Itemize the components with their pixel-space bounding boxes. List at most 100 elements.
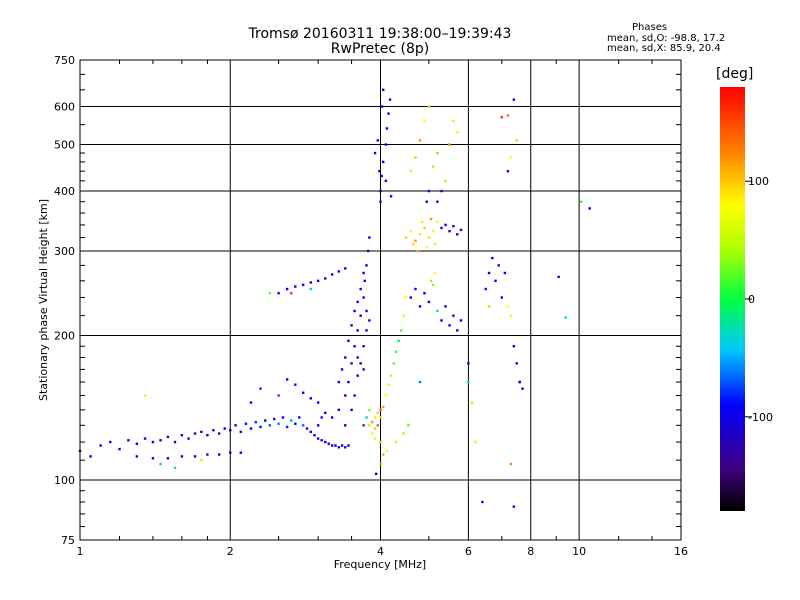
data-point — [491, 256, 494, 260]
data-point — [380, 105, 384, 108]
data-point — [399, 329, 403, 332]
data-point — [521, 387, 524, 390]
data-point — [436, 220, 439, 224]
data-point — [327, 442, 330, 445]
data-point — [389, 195, 393, 198]
data-point — [173, 466, 177, 470]
data-point — [503, 271, 507, 275]
data-point — [365, 416, 368, 419]
data-point — [320, 416, 323, 419]
data-point — [353, 345, 356, 348]
data-point — [440, 319, 443, 322]
colorbar-unit-label: [deg] — [716, 66, 754, 82]
data-point — [379, 189, 382, 193]
data-point — [239, 451, 243, 454]
x-tick-label: 16 — [674, 545, 688, 558]
data-point — [456, 329, 459, 332]
colorbar-tick-label: 0 — [748, 293, 755, 306]
data-point — [334, 444, 337, 447]
data-point — [394, 350, 398, 353]
x-axis-label: Frequency [MHz] — [334, 558, 426, 571]
data-point — [402, 432, 405, 435]
data-point — [249, 401, 253, 404]
data-point — [159, 462, 162, 466]
data-point — [127, 439, 130, 442]
y-tick-label: 75 — [61, 534, 75, 547]
data-point — [497, 264, 500, 267]
data-point — [316, 437, 320, 440]
data-point — [367, 249, 370, 253]
data-point — [418, 233, 422, 236]
data-point — [259, 425, 262, 429]
data-point — [384, 394, 388, 397]
data-point — [344, 394, 347, 397]
data-point — [217, 453, 221, 456]
data-point — [259, 387, 262, 390]
data-point — [268, 292, 271, 295]
data-point — [444, 223, 447, 227]
data-point — [340, 368, 344, 371]
data-point — [436, 200, 439, 203]
data-point — [484, 287, 487, 291]
data-point — [344, 424, 347, 427]
data-point — [285, 287, 289, 291]
data-point — [187, 437, 190, 440]
data-point — [387, 112, 390, 115]
data-point — [277, 394, 280, 397]
data-point — [411, 242, 415, 246]
data-point — [356, 329, 359, 332]
y-axis-label: Stationary phase Virtual Height [km] — [37, 199, 50, 401]
data-point — [143, 394, 147, 397]
data-point — [373, 427, 377, 430]
data-point — [118, 447, 121, 451]
data-point — [436, 309, 439, 313]
data-point — [99, 444, 102, 447]
data-point — [268, 424, 271, 427]
data-point — [212, 429, 215, 432]
data-point — [379, 200, 382, 203]
data-point — [404, 236, 408, 239]
data-point — [379, 440, 382, 444]
data-point — [409, 229, 412, 233]
data-point — [518, 380, 521, 384]
data-point — [494, 279, 497, 283]
data-point — [109, 440, 112, 444]
data-point — [431, 229, 435, 233]
data-point — [294, 422, 297, 425]
data-point — [337, 408, 341, 412]
data-point — [206, 433, 209, 437]
data-point — [344, 356, 347, 359]
data-point — [143, 437, 147, 440]
data-point — [362, 424, 365, 427]
chart-title-line-1: Tromsø 20160311 19:38:00–19:39:43 — [248, 26, 512, 42]
data-point — [298, 416, 301, 419]
data-point — [159, 439, 162, 442]
data-point — [414, 239, 417, 243]
data-point — [423, 119, 426, 123]
data-point — [301, 391, 305, 394]
data-point — [347, 380, 350, 384]
data-point — [467, 362, 470, 365]
x-tick-label: 8 — [527, 545, 534, 558]
data-point — [166, 457, 170, 460]
data-point — [347, 339, 350, 343]
data-point — [294, 285, 297, 288]
data-point — [166, 435, 170, 439]
data-point — [180, 455, 184, 458]
data-point — [515, 362, 518, 365]
data-point — [381, 405, 385, 409]
data-point — [459, 319, 463, 322]
data-point — [431, 165, 435, 168]
y-tick-label: 500 — [54, 139, 75, 152]
data-point — [362, 368, 365, 371]
data-point — [434, 242, 437, 246]
data-point — [89, 455, 92, 458]
data-point — [249, 427, 253, 430]
y-tick-label: 200 — [54, 330, 75, 343]
data-point — [470, 401, 474, 404]
data-point — [347, 444, 350, 447]
data-point — [368, 424, 371, 427]
data-point — [467, 380, 470, 384]
y-tick-label: 100 — [54, 474, 75, 487]
data-point — [376, 424, 379, 427]
